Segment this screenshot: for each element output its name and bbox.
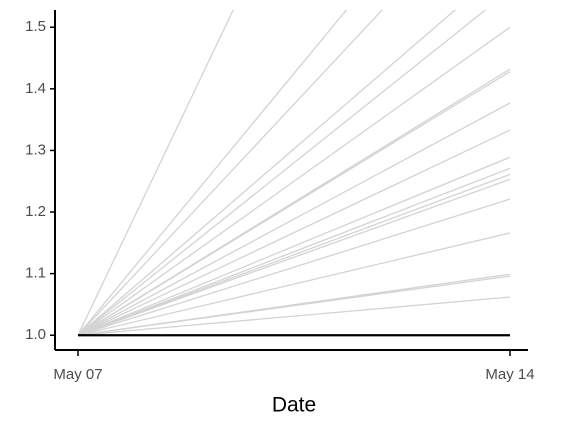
- y-tick-label: 1.4: [25, 80, 46, 97]
- series-line: [77, 156, 511, 336]
- x-tick-label: May 14: [485, 366, 534, 383]
- y-tick-label: 1.2: [25, 203, 46, 220]
- series-line: [77, 10, 234, 336]
- series-line: [77, 173, 511, 336]
- series-line: [77, 26, 511, 336]
- series-line: [77, 232, 511, 336]
- series-line: [77, 129, 511, 336]
- series-line: [77, 178, 511, 336]
- y-tick-label: 1.1: [25, 265, 46, 282]
- series-line: [77, 102, 511, 336]
- y-tick-label: 1.0: [25, 326, 46, 343]
- series-line: [77, 10, 348, 336]
- y-tick-label: 1.3: [25, 141, 46, 158]
- series-line: [77, 296, 511, 336]
- plot-area: [77, 10, 511, 337]
- x-axis-title: Date: [272, 394, 316, 417]
- y-tick-label: 1.5: [25, 18, 46, 35]
- series-line: [77, 71, 511, 336]
- x-tick-label: May 07: [53, 366, 102, 383]
- series-line: [77, 198, 511, 336]
- series-line: [77, 10, 487, 336]
- series-line: [77, 275, 511, 336]
- series-line: [77, 10, 457, 336]
- series-line: [77, 10, 384, 336]
- series-line: [77, 167, 511, 336]
